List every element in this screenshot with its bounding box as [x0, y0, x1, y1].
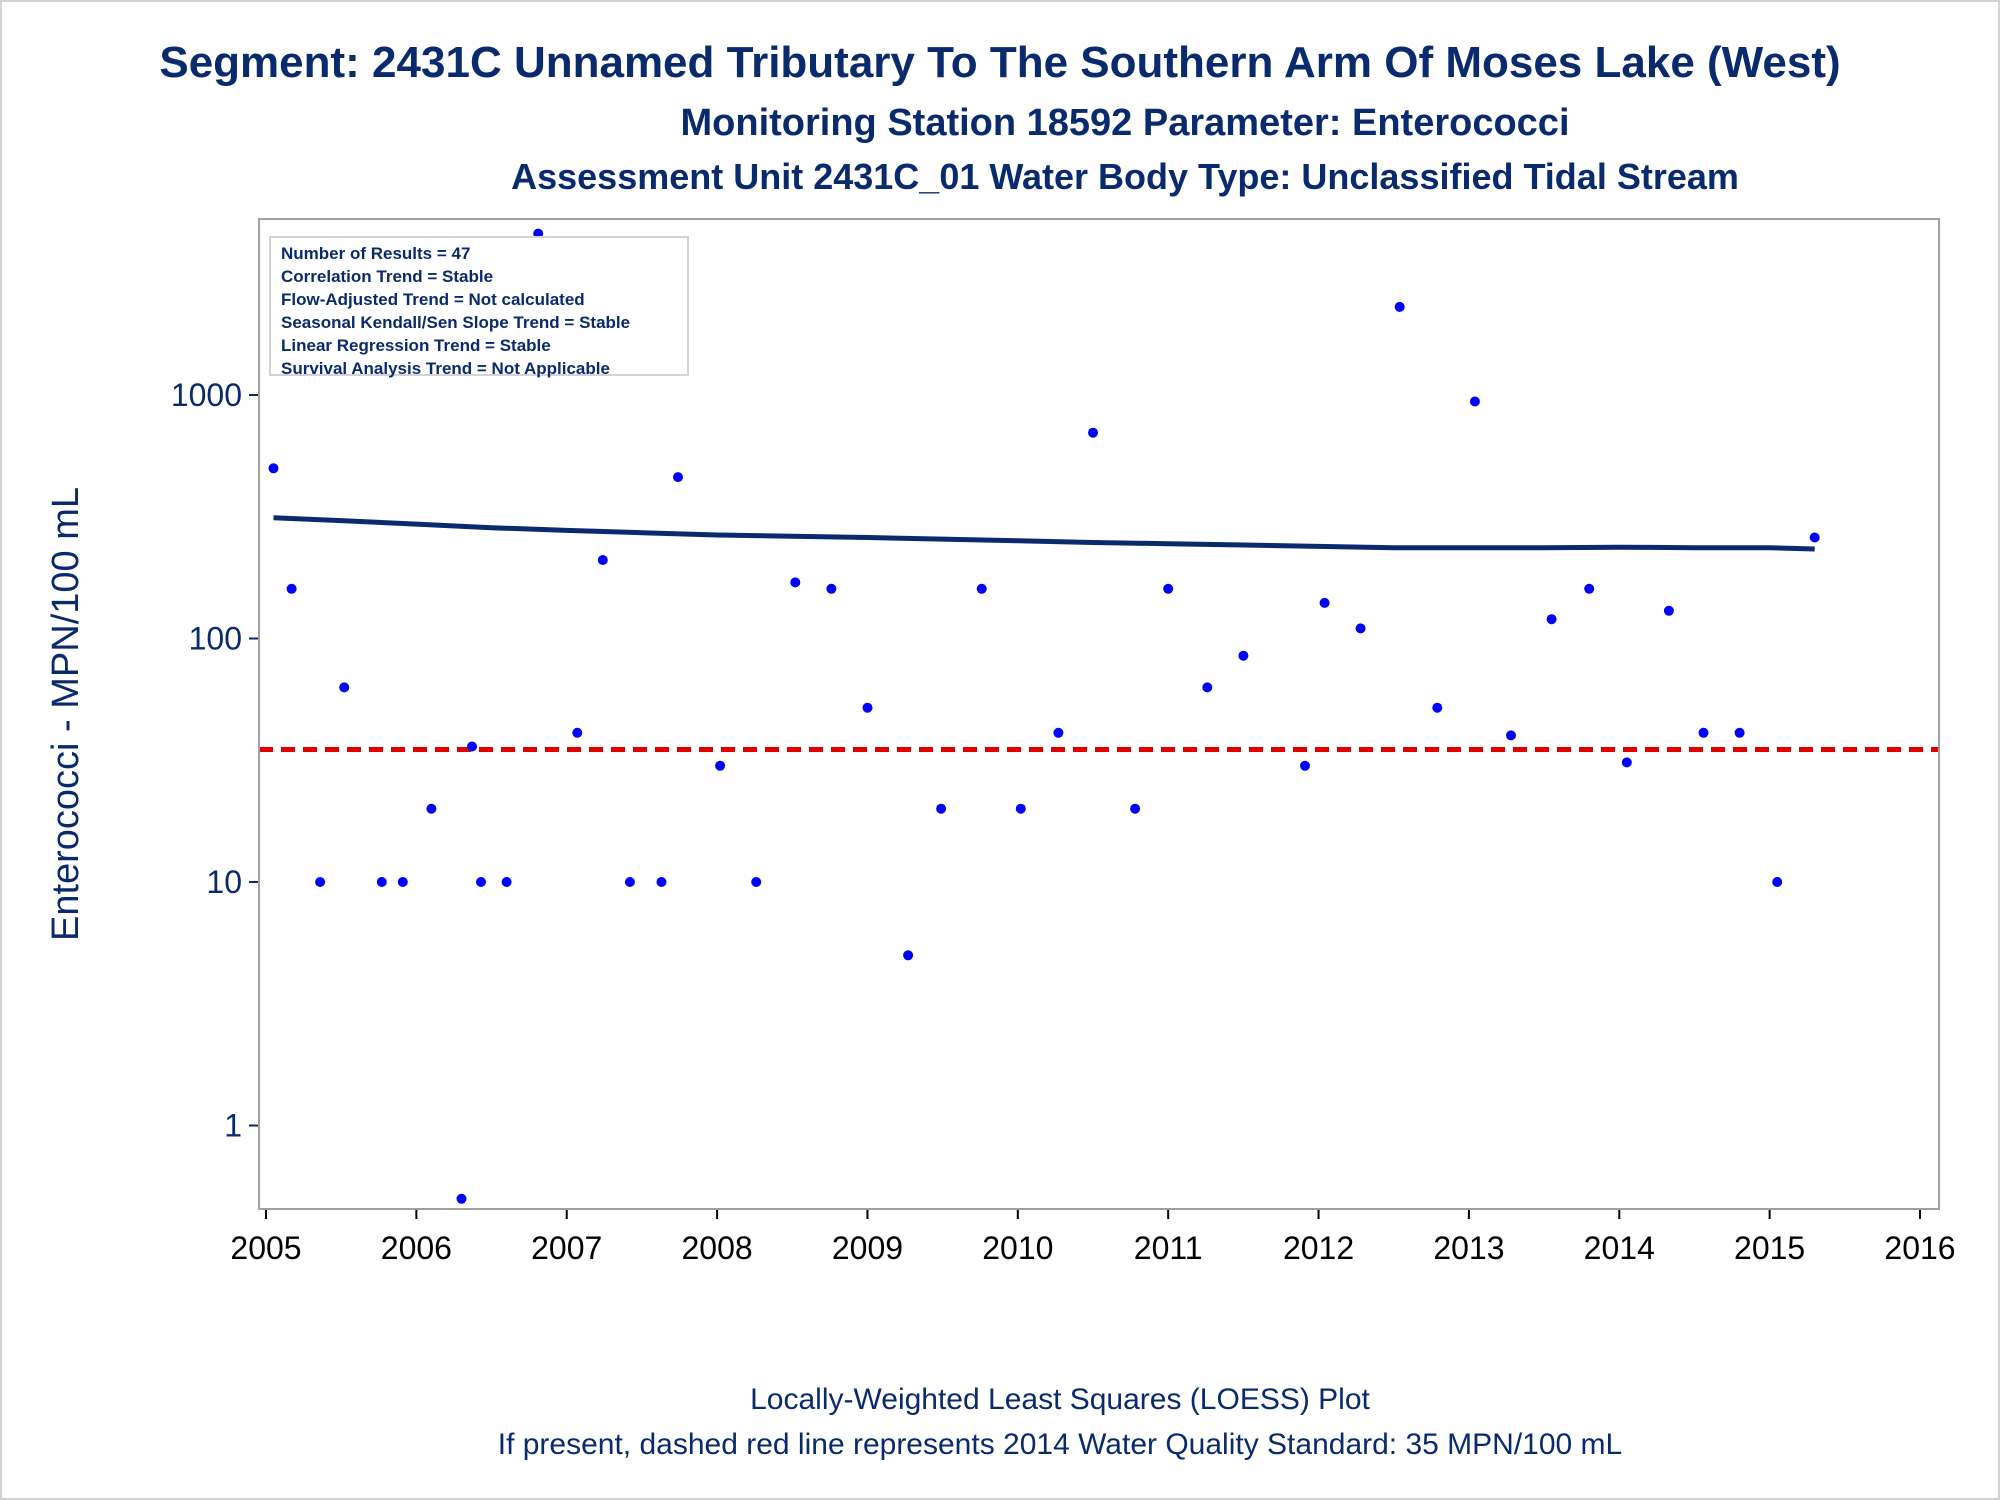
x-tick-label: 2014: [1584, 1230, 1655, 1266]
x-tick-label: 2013: [1433, 1230, 1504, 1266]
data-point: [656, 877, 667, 887]
data-point: [1809, 532, 1820, 543]
data-point: [1506, 730, 1516, 741]
data-point: [1663, 605, 1674, 616]
data-point: [826, 583, 837, 594]
x-tick-label: 2009: [832, 1230, 903, 1266]
data-points: [268, 228, 1820, 1204]
data-point: [903, 950, 914, 961]
stats-box: Number of Results = 47 Correlation Trend…: [269, 236, 689, 378]
chart-title: Segment: 2431C Unnamed Tributary To The …: [159, 38, 1841, 87]
data-point: [1584, 583, 1595, 594]
x-tick-label: 2010: [982, 1230, 1053, 1266]
x-tick-label: 2015: [1734, 1230, 1805, 1266]
data-point: [1698, 727, 1709, 738]
data-point: [339, 682, 350, 693]
data-point: [1394, 301, 1405, 312]
data-point: [1238, 650, 1249, 661]
plot-area-border: [258, 218, 1940, 1210]
data-point: [1202, 682, 1213, 693]
loess-line-layer: [273, 515, 1815, 552]
data-point: [1053, 727, 1064, 738]
data-point: [597, 555, 608, 565]
x-tick-label: 2006: [381, 1230, 452, 1266]
data-point: [376, 877, 387, 887]
y-tick-label: 1: [224, 1108, 242, 1144]
chart-subtitle-assessment: Assessment Unit 2431C_01 Water Body Type…: [511, 156, 1739, 197]
data-point: [673, 472, 683, 483]
data-point: [1355, 623, 1366, 634]
y-tick-label: 100: [189, 621, 242, 657]
y-tick-label: 1000: [171, 377, 242, 413]
stat-survival-analysis-trend: Survival Analysis Trend = Not Applicable: [281, 359, 610, 378]
data-point: [268, 463, 279, 474]
data-point: [456, 1193, 467, 1204]
x-tick-label: 2005: [230, 1230, 301, 1266]
stat-linear-regression-trend: Linear Regression Trend = Stable: [281, 336, 551, 355]
data-point: [315, 877, 326, 887]
data-point: [1621, 757, 1632, 768]
data-point: [397, 877, 408, 887]
data-point: [790, 577, 801, 588]
data-point: [467, 741, 477, 752]
data-point: [426, 803, 437, 814]
stat-number-of-results: Number of Results = 47: [281, 244, 471, 263]
data-point: [1300, 760, 1310, 771]
footer-standard-note: If present, dashed red line represents 2…: [497, 1428, 1623, 1461]
stat-correlation-trend: Correlation Trend = Stable: [281, 267, 494, 286]
data-point: [1432, 702, 1443, 713]
y-tick-label: 10: [206, 864, 242, 900]
loess-line: [273, 515, 1815, 552]
x-tick-label: 2008: [681, 1230, 752, 1266]
data-point: [715, 760, 726, 771]
y-axis-label: Enterococci - MPN/100 mL: [45, 487, 87, 941]
data-point: [936, 803, 947, 814]
data-point: [976, 583, 987, 594]
data-point: [1734, 727, 1745, 738]
data-point: [1130, 803, 1141, 814]
x-tick-label: 2007: [531, 1230, 602, 1266]
data-point: [624, 877, 635, 887]
data-point: [1469, 396, 1480, 407]
data-point: [476, 877, 486, 887]
data-point: [1546, 614, 1557, 625]
data-point: [1015, 803, 1026, 814]
data-point: [1319, 597, 1330, 608]
chart-subtitle-station: Monitoring Station 18592 Parameter: Ente…: [680, 102, 1570, 144]
x-tick-label: 2016: [1884, 1230, 1955, 1266]
footer-loess-note: Locally-Weighted Least Squares (LOESS) P…: [750, 1383, 1370, 1416]
axis-ticks: 2005 2006 2007 2008 2009 2010 2011 2012 2013 2014…: [171, 377, 1956, 1266]
data-point: [751, 877, 762, 887]
data-point: [862, 702, 873, 713]
data-point: [1772, 877, 1783, 887]
data-point: [1163, 583, 1174, 594]
x-tick-label: 2011: [1134, 1230, 1203, 1266]
stat-seasonal-kendall-trend: Seasonal Kendall/Sen Slope Trend = Stabl…: [281, 313, 631, 332]
x-tick-label: 2012: [1283, 1230, 1354, 1266]
data-point: [572, 727, 583, 738]
stat-flow-adjusted-trend: Flow-Adjusted Trend = Not calculated: [281, 290, 585, 309]
data-point: [501, 877, 512, 887]
data-point: [1088, 427, 1098, 438]
data-point: [286, 583, 297, 594]
